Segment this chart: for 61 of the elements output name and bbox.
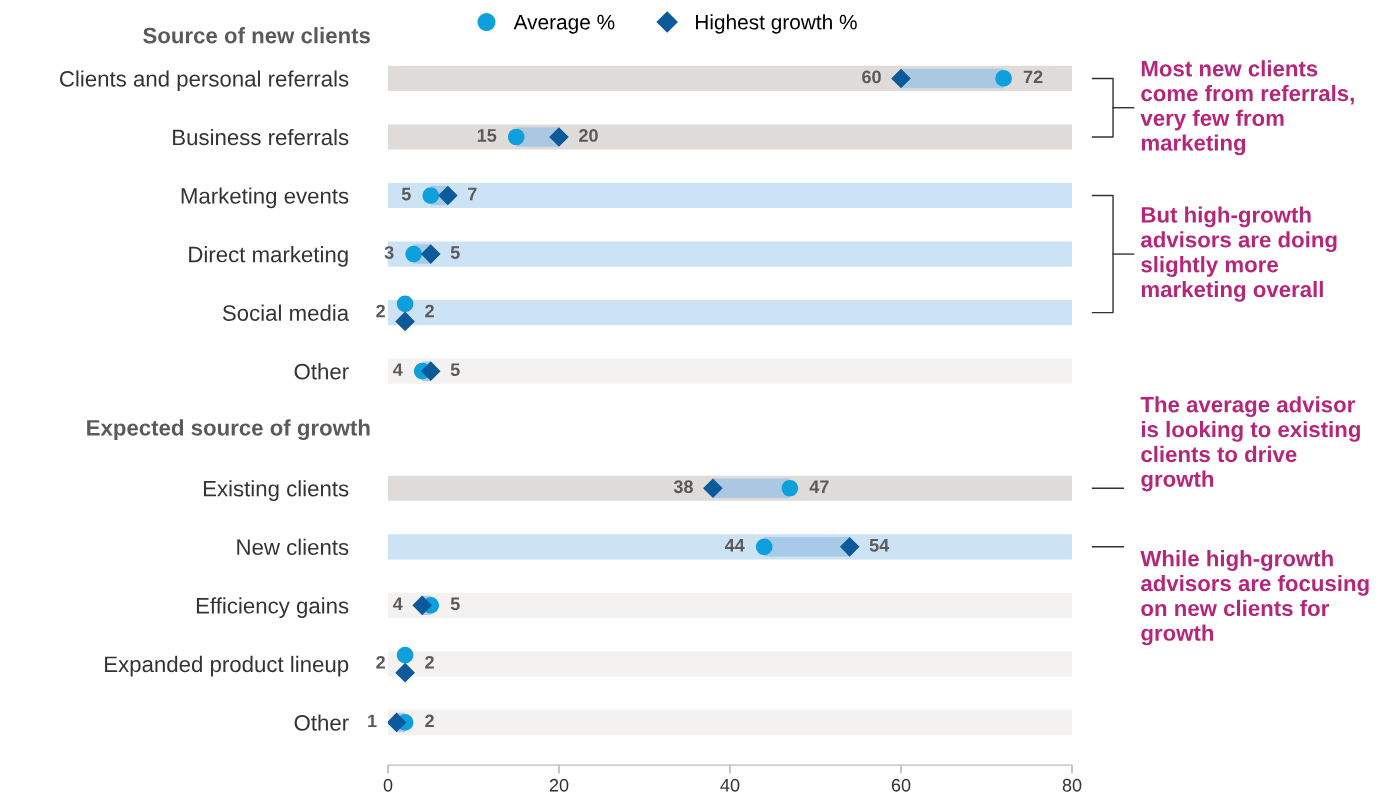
point: [507, 128, 525, 146]
point: [421, 244, 441, 264]
point: [422, 187, 440, 204]
data-label: 5: [450, 246, 460, 259]
y-tick-label: Direct marketing: [189, 246, 348, 267]
data-label: 20: [579, 129, 598, 142]
point: [412, 595, 432, 615]
point: [549, 127, 569, 147]
point: [703, 478, 723, 498]
point: [421, 361, 441, 381]
point: [995, 70, 1012, 87]
data-label: 47: [809, 480, 829, 493]
y-tick-label: Social media: [222, 304, 350, 321]
data-label: 54: [869, 539, 890, 552]
legend-label: Average %: [513, 14, 615, 34]
data-label: 2: [425, 714, 434, 728]
data-label: 72: [1023, 70, 1043, 84]
y-tick-label: Other: [294, 714, 349, 731]
text: The average advisor is looking to existing clients to drive growth: [1140, 396, 1360, 492]
y-tick-label: Existing clients: [203, 480, 349, 501]
point: [388, 712, 407, 732]
y-tick-label: New clients: [237, 538, 349, 556]
y-tick-label: Other: [294, 363, 349, 380]
data-label: 1: [368, 714, 377, 728]
y-tick-label: Business referrals: [173, 128, 349, 146]
data-label: 5: [401, 187, 411, 201]
data-label: 2: [376, 655, 385, 669]
point: [755, 538, 773, 556]
y-tick-label: Clients and personal referrals: [59, 70, 349, 92]
data-label: 3: [384, 246, 394, 259]
data-label: 60: [862, 70, 881, 84]
point: [438, 186, 458, 206]
data-label: 44: [724, 539, 745, 552]
text: Most new clients come from referrals, very few from marketing: [1140, 60, 1354, 156]
data-label: 7: [468, 187, 477, 201]
data-label: 38: [673, 480, 693, 494]
x-tick-label: 20: [549, 778, 569, 792]
y-tick-label: Expanded product lineup: [105, 655, 349, 677]
y-tick-label: Marketing events: [181, 187, 349, 209]
data-label: 2: [425, 304, 434, 318]
data-label: 5: [450, 597, 460, 611]
data-label: 4: [392, 363, 403, 376]
data-label: 2: [425, 655, 434, 669]
point: [891, 68, 911, 88]
x-tick-label: 80: [1062, 778, 1082, 792]
text: But high-growth advisors are doing slightly more marketing overall: [1141, 206, 1337, 302]
x-tick-label: 0: [383, 778, 393, 792]
source-note: Source of new clients: [143, 27, 371, 44]
text: While high-growth advisors are focusing on new clients for growth: [1140, 550, 1369, 646]
text: Expected source of growth: [87, 419, 370, 441]
data-label: 5: [450, 363, 460, 377]
x-tick-label: 40: [720, 778, 740, 792]
legend-label: Highest growth %: [695, 14, 857, 34]
data-label: 2: [376, 304, 385, 318]
point: [840, 537, 860, 557]
point: [781, 479, 799, 497]
point: [405, 245, 422, 263]
y-tick-label: Efficiency gains: [196, 597, 349, 619]
data-label: 4: [392, 597, 403, 611]
x-tick-label: 60: [891, 778, 911, 792]
data-label: 15: [477, 129, 497, 142]
